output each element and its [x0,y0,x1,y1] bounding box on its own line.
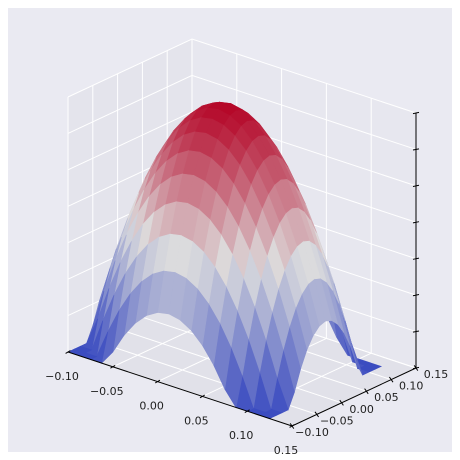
x-tick-label: 0.15 [274,444,299,457]
x-tick-mark [244,409,250,414]
z-tick-mark [412,294,420,297]
z-grid-line [67,74,417,150]
y-tick-label: 0.10 [399,380,424,393]
z-tick-mark [412,221,420,224]
y-tick-mark [314,411,320,418]
tick-labels: −0.10−0.050.000.050.100.15−0.10−0.050.00… [45,368,448,457]
x-tick-mark [199,394,206,399]
x-tick-mark [65,350,71,354]
x-tick-label: 0.00 [139,400,164,413]
x-tick-label: 0.10 [229,429,254,442]
z-grid-line [67,111,417,187]
y-tick-label: −0.10 [295,426,329,439]
y-tick-label: 0.05 [374,391,399,404]
z-tick-mark [412,111,420,115]
z-tick-mark [412,257,420,260]
x-tick-label: 0.05 [184,414,209,427]
z-tick-mark [412,148,420,151]
surface [67,101,383,419]
x-axis-line [67,351,293,427]
z-tick-mark [412,366,420,370]
y-tick-mark [289,423,295,429]
y-tick-label: 0.00 [349,403,374,416]
x-tick-label: −0.05 [90,385,124,398]
y-tick-mark [364,388,369,395]
y-tick-label: −0.05 [320,414,354,427]
y-tick-mark [339,399,344,406]
y-tick-label: 0.15 [424,368,449,381]
y-tick-mark [388,376,394,383]
x-tick-mark [154,379,161,384]
x-tick-label: −0.10 [45,370,79,383]
z-tick-mark [412,330,420,333]
y-axis-line [291,367,417,427]
x-tick-mark [110,364,116,369]
z-tick-mark [412,184,420,187]
z-grid-line [67,38,417,114]
axes [65,111,420,429]
